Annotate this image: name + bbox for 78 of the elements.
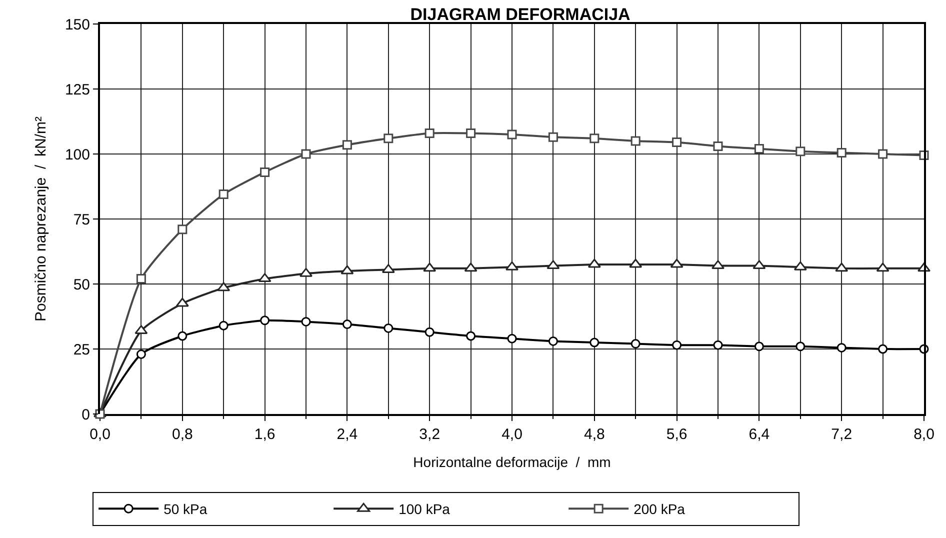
x-tick-label: 7,2 — [831, 426, 852, 443]
point — [590, 134, 600, 144]
point — [301, 316, 311, 326]
legend-label: 50 kPa — [164, 501, 208, 518]
point — [424, 128, 434, 138]
y-tick-label: 75 — [73, 211, 90, 228]
point — [424, 327, 434, 337]
point — [507, 130, 517, 140]
point — [713, 141, 723, 151]
y-tick-label: 25 — [73, 341, 90, 358]
x-tick-label: 0,8 — [172, 426, 193, 443]
point — [178, 331, 188, 341]
point — [548, 336, 558, 346]
y-axis-title: Posmično naprezanje / kN/m² — [32, 116, 50, 322]
point — [301, 149, 311, 159]
point — [340, 265, 354, 274]
point — [342, 320, 352, 330]
point — [217, 282, 230, 292]
point — [382, 264, 395, 273]
point — [178, 224, 188, 234]
x-tick-label: 2,4 — [336, 426, 358, 443]
x-tick-label: 4,8 — [584, 426, 605, 443]
point — [260, 167, 270, 177]
x-tick-label: 3,2 — [419, 426, 440, 443]
y-tick-label: 0 — [82, 406, 90, 424]
point — [754, 342, 764, 352]
point — [546, 260, 560, 270]
point — [713, 340, 723, 350]
point — [548, 132, 558, 142]
y-tick-label: 100 — [64, 146, 90, 164]
point — [836, 342, 846, 352]
point — [794, 261, 807, 270]
point — [384, 323, 394, 333]
point — [466, 128, 476, 138]
point — [796, 342, 806, 352]
point — [423, 262, 436, 272]
x-tick-label: 4,0 — [502, 426, 522, 443]
x-axis-title: Horizontalne deformacije / mm — [413, 454, 611, 470]
point — [630, 136, 640, 146]
point — [672, 138, 682, 148]
x-tick-label: 1,6 — [254, 426, 276, 443]
point — [629, 258, 642, 268]
point — [796, 146, 806, 156]
point — [507, 334, 517, 344]
point — [878, 344, 888, 354]
point — [590, 338, 600, 348]
x-tick-label: 5,6 — [666, 426, 688, 443]
point — [218, 190, 228, 200]
point — [464, 262, 478, 272]
point — [672, 340, 682, 350]
point — [136, 349, 146, 359]
x-tick-label: 8,0 — [914, 426, 934, 443]
point — [670, 258, 684, 268]
point — [342, 140, 352, 150]
chart-title: DIJAGRAM DEFORMACIJA — [410, 4, 630, 24]
legend-label: 200 kPa — [634, 501, 686, 518]
point — [260, 316, 270, 326]
point — [218, 320, 228, 330]
y-tick-label: 125 — [64, 81, 90, 98]
point — [176, 298, 189, 307]
point — [630, 339, 640, 349]
x-tick-label: 6,4 — [748, 426, 770, 443]
point — [258, 273, 272, 282]
y-tick-label: 50 — [73, 276, 90, 294]
legend-label: 100 kPa — [398, 501, 450, 518]
point — [752, 260, 766, 270]
point — [876, 262, 890, 272]
point — [835, 262, 848, 272]
point — [134, 325, 148, 334]
point — [754, 144, 764, 154]
x-tick-label: 0,0 — [90, 426, 110, 443]
point — [136, 274, 146, 284]
y-tick-label: 150 — [64, 16, 90, 34]
point — [466, 331, 476, 341]
point — [878, 149, 888, 159]
point — [384, 134, 394, 144]
point — [588, 258, 601, 268]
point — [836, 148, 846, 158]
